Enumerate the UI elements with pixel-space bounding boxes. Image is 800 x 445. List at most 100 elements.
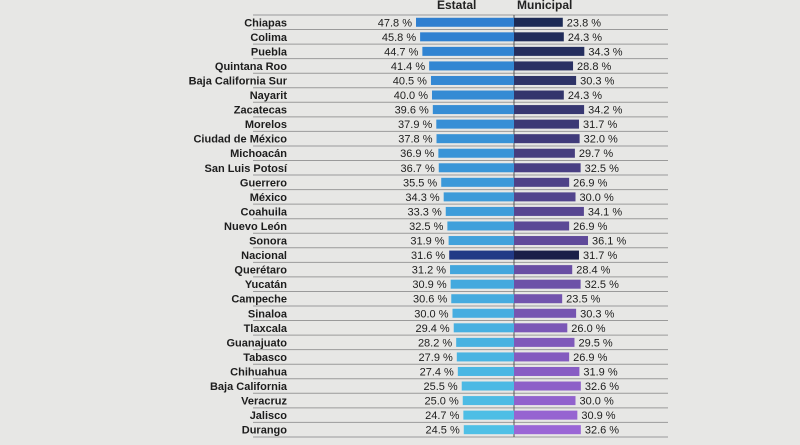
value-label-municipal: 28.8 % <box>577 61 611 73</box>
category-label: Baja California Sur <box>189 75 288 87</box>
value-label-estatal: 39.6 % <box>395 105 429 117</box>
value-label-estatal: 27.9 % <box>419 352 453 364</box>
bar-estatal <box>448 236 514 246</box>
series-header-estatal: Estatal <box>437 0 476 12</box>
category-label: Durango <box>242 425 288 437</box>
bar-municipal <box>514 323 568 333</box>
bar-estatal <box>450 265 514 275</box>
bar-municipal <box>514 61 574 71</box>
bar-municipal <box>514 177 570 187</box>
bar-municipal <box>514 75 577 85</box>
bar-estatal <box>420 32 514 42</box>
bar-estatal <box>430 75 514 85</box>
value-label-estatal: 28.2 % <box>418 337 452 349</box>
value-label-estatal: 45.8 % <box>382 32 416 44</box>
category-label: Nacional <box>241 250 287 262</box>
bar-municipal <box>514 105 585 115</box>
category-label: Zacatecas <box>234 105 287 117</box>
value-label-municipal: 24.3 % <box>568 32 602 44</box>
category-label: San Luis Potosí <box>204 163 287 175</box>
bar-estatal <box>438 148 514 158</box>
value-label-municipal: 30.0 % <box>580 396 614 408</box>
bars <box>416 17 589 435</box>
value-label-estatal: 29.4 % <box>415 323 449 335</box>
value-label-municipal: 34.3 % <box>588 46 622 58</box>
category-label: Querétaro <box>234 265 287 277</box>
value-label-estatal: 30.9 % <box>412 279 446 291</box>
value-label-municipal: 31.7 % <box>583 250 617 262</box>
value-label-estatal: 32.5 % <box>409 221 443 233</box>
value-label-estatal: 34.3 % <box>405 192 439 204</box>
category-label: Michoacán <box>230 148 287 160</box>
gridlines <box>253 14 668 438</box>
value-label-municipal: 31.7 % <box>583 119 617 131</box>
bar-municipal <box>514 294 563 304</box>
bar-estatal <box>438 163 514 173</box>
category-label: Chihuahua <box>230 366 288 378</box>
bar-estatal <box>416 17 514 27</box>
bar-estatal <box>432 105 514 115</box>
bar-municipal <box>514 396 576 406</box>
value-label-municipal: 26.9 % <box>573 352 607 364</box>
value-label-estatal: 44.7 % <box>384 46 418 58</box>
value-label-municipal: 24.3 % <box>568 90 602 102</box>
value-label-estatal: 47.8 % <box>378 17 412 29</box>
bar-municipal <box>514 425 581 435</box>
value-label-municipal: 30.3 % <box>580 308 614 320</box>
value-label-municipal: 23.5 % <box>566 294 600 306</box>
value-label-municipal: 36.1 % <box>592 236 626 248</box>
bar-municipal <box>514 90 564 100</box>
bar-municipal <box>514 410 578 420</box>
bar-municipal <box>514 337 575 347</box>
bar-estatal <box>436 134 514 144</box>
value-label-estatal: 25.0 % <box>425 396 459 408</box>
bar-estatal <box>432 90 514 100</box>
category-label: Campeche <box>231 294 287 306</box>
value-label-estatal: 36.7 % <box>401 163 435 175</box>
category-label: Sinaloa <box>248 308 288 320</box>
value-label-estatal: 27.4 % <box>420 366 454 378</box>
bar-municipal <box>514 46 585 56</box>
value-label-estatal: 37.8 % <box>398 134 432 146</box>
category-label: Baja California <box>210 381 288 393</box>
bar-estatal <box>441 177 514 187</box>
category-label: Coahuila <box>241 206 288 218</box>
bar-municipal <box>514 250 579 260</box>
value-label-municipal: 30.9 % <box>581 410 615 422</box>
value-label-municipal: 30.3 % <box>580 75 614 87</box>
value-label-estatal: 24.5 % <box>426 425 460 437</box>
bar-estatal <box>462 396 514 406</box>
category-label: México <box>250 192 288 204</box>
value-label-estatal: 37.9 % <box>398 119 432 131</box>
category-label: Veracruz <box>241 396 287 408</box>
value-label-municipal: 32.0 % <box>584 134 618 146</box>
value-label-municipal: 26.9 % <box>573 177 607 189</box>
value-label-estatal: 31.2 % <box>412 265 446 277</box>
value-label-municipal: 29.5 % <box>578 337 612 349</box>
value-label-municipal: 26.9 % <box>573 221 607 233</box>
value-label-estatal: 30.0 % <box>414 308 448 320</box>
value-label-municipal: 26.0 % <box>571 323 605 335</box>
bar-estatal <box>453 323 514 333</box>
category-label: Colima <box>250 32 288 44</box>
bar-municipal <box>514 381 581 391</box>
value-label-municipal: 28.4 % <box>576 265 610 277</box>
labels: Chiapas 47.8 % 23.8 % Colima 45.8 % 24.3 % Pue… <box>189 17 627 436</box>
bar-estatal <box>463 410 514 420</box>
bar-municipal <box>514 32 564 42</box>
value-label-estatal: 30.6 % <box>413 294 447 306</box>
value-label-municipal: 32.5 % <box>585 163 619 175</box>
bar-municipal <box>514 352 570 362</box>
category-label: Quintana Roo <box>215 61 287 73</box>
bar-estatal <box>452 308 514 318</box>
bar-municipal <box>514 192 576 202</box>
category-label: Nayarit <box>250 90 288 102</box>
bar-municipal <box>514 308 577 318</box>
value-label-estatal: 41.4 % <box>391 61 425 73</box>
value-label-municipal: 31.9 % <box>583 366 617 378</box>
bar-municipal <box>514 265 573 275</box>
bar-estatal <box>422 46 514 56</box>
bar-municipal <box>514 17 563 27</box>
category-label: Puebla <box>251 46 288 58</box>
